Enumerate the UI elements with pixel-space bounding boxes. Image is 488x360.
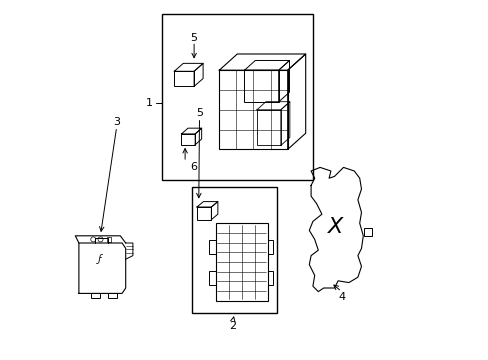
- Bar: [267, 240, 273, 254]
- Bar: [197, 207, 211, 220]
- Text: 3: 3: [113, 117, 120, 127]
- Text: $\digamma$: $\digamma$: [96, 252, 104, 266]
- Text: 1: 1: [145, 98, 152, 108]
- Text: 5: 5: [190, 33, 197, 43]
- Bar: [219, 70, 287, 149]
- Bar: [209, 271, 215, 285]
- Bar: [181, 134, 195, 145]
- Bar: [91, 293, 100, 298]
- Bar: [364, 228, 371, 236]
- Bar: [162, 14, 312, 180]
- Bar: [174, 71, 194, 86]
- Bar: [244, 70, 278, 102]
- Bar: [256, 110, 280, 145]
- Bar: [107, 293, 117, 298]
- Text: 5: 5: [196, 108, 203, 118]
- Text: 4: 4: [337, 292, 345, 302]
- Text: X: X: [327, 217, 343, 237]
- Text: 6: 6: [190, 162, 197, 172]
- Bar: [267, 271, 273, 285]
- Bar: [209, 240, 215, 254]
- Bar: [192, 187, 276, 313]
- Bar: [215, 223, 267, 301]
- Text: 2: 2: [229, 321, 236, 331]
- Bar: [106, 237, 111, 242]
